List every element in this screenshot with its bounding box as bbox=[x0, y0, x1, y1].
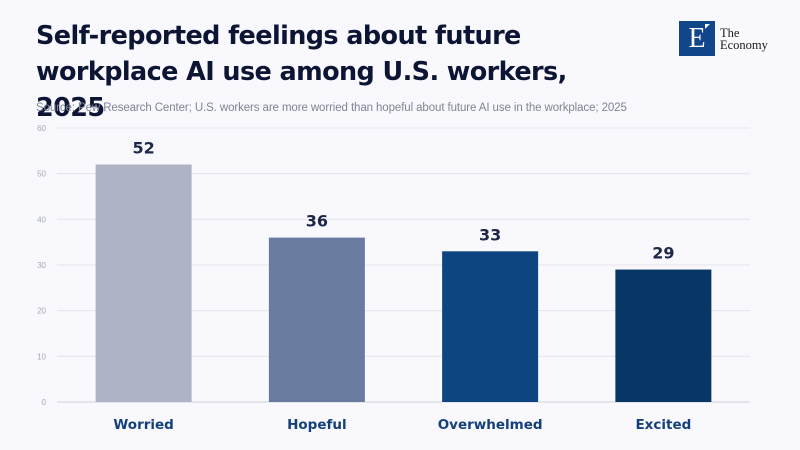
the-economy-logo: E The Economy bbox=[679, 21, 768, 56]
y-tick-label: 10 bbox=[37, 352, 46, 361]
logo-text-line-1: The bbox=[720, 25, 740, 40]
value-label: 33 bbox=[479, 225, 501, 244]
y-tick-label: 50 bbox=[37, 170, 46, 179]
value-label: 36 bbox=[306, 212, 328, 231]
bars bbox=[95, 164, 712, 402]
chart-subtitle: Source: Pew Research Center; U.S. worker… bbox=[36, 102, 627, 114]
logo-text: The Economy bbox=[720, 25, 768, 52]
category-label: Worried bbox=[113, 417, 173, 433]
category-label: Overwhelmed bbox=[438, 417, 543, 433]
y-tick-label: 20 bbox=[37, 307, 46, 316]
bar-overwhelmed bbox=[442, 251, 539, 402]
value-labels: 52 36 33 29 bbox=[132, 139, 674, 263]
logo-text-line-2: Economy bbox=[720, 37, 768, 52]
logo-mark-letter: E bbox=[688, 22, 706, 54]
logo-mark-icon: E bbox=[679, 21, 715, 56]
y-axis-ticks: 0 10 20 30 40 50 60 bbox=[37, 124, 46, 407]
logo-tick-icon bbox=[705, 24, 710, 29]
category-label: Excited bbox=[635, 417, 691, 433]
chart-title-line-1: Self-reported feelings about future bbox=[36, 21, 521, 51]
y-tick-label: 60 bbox=[37, 124, 46, 133]
bar-worried bbox=[95, 164, 192, 402]
bar-hopeful bbox=[268, 237, 365, 402]
y-tick-label: 30 bbox=[37, 261, 46, 270]
y-tick-label: 40 bbox=[37, 215, 46, 224]
value-label: 52 bbox=[132, 139, 154, 158]
chart-title-line-2: workplace AI use among U.S. workers, 202… bbox=[36, 57, 567, 123]
y-tick-label: 0 bbox=[42, 398, 47, 407]
category-labels: Worried Hopeful Overwhelmed Excited bbox=[113, 417, 691, 433]
value-label: 29 bbox=[652, 244, 674, 263]
bar-excited bbox=[615, 269, 712, 402]
chart-title: Self-reported feelings about future work… bbox=[36, 18, 636, 126]
category-label: Hopeful bbox=[287, 417, 347, 433]
